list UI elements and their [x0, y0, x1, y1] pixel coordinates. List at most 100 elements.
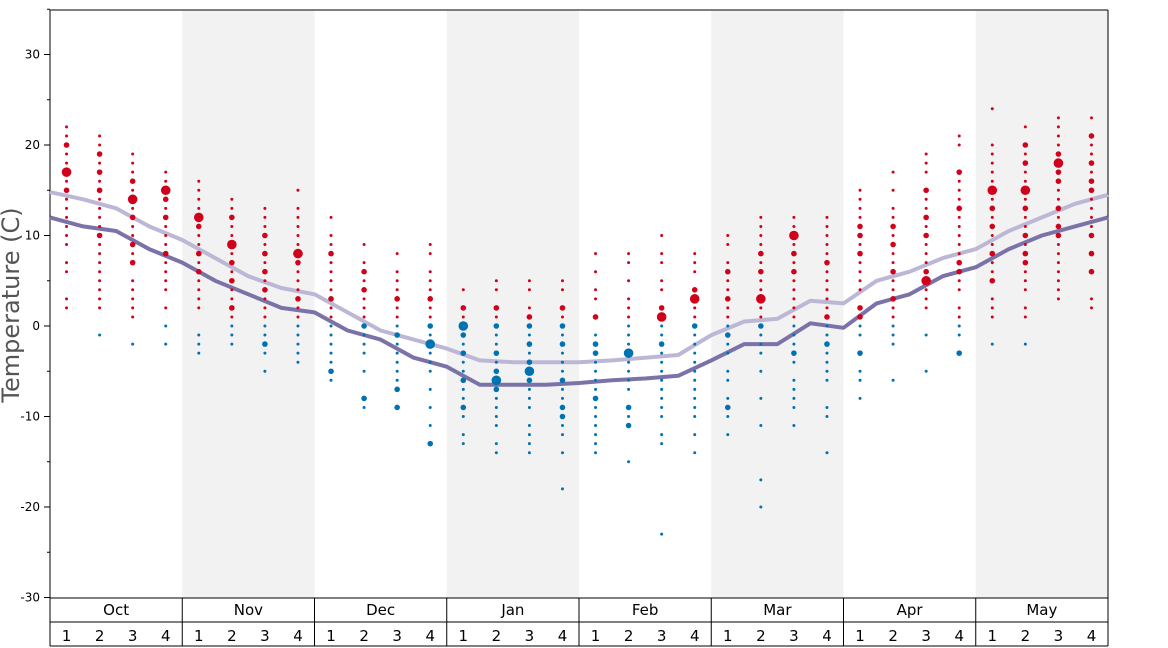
warm-point — [229, 214, 235, 221]
warm-point — [890, 223, 896, 230]
cold-point — [625, 422, 632, 429]
warm-point — [230, 288, 234, 292]
cold-point — [891, 324, 895, 328]
warm-point — [1089, 215, 1093, 219]
week-label: 2 — [888, 627, 898, 645]
warm-point — [362, 315, 366, 319]
warm-point — [1022, 259, 1029, 266]
warm-point — [263, 306, 267, 310]
cold-point — [197, 342, 201, 346]
warm-point — [296, 234, 300, 237]
warm-point — [1022, 232, 1029, 239]
cold-point — [460, 404, 467, 411]
warm-point — [131, 234, 135, 237]
warm-point — [923, 187, 929, 194]
warm-point — [195, 223, 202, 230]
cold-point — [361, 395, 367, 402]
warm-point — [858, 188, 862, 192]
warm-point — [98, 224, 102, 228]
week-label: 4 — [558, 627, 568, 645]
cold-point — [623, 348, 634, 358]
warm-point — [526, 314, 533, 320]
warm-point — [293, 248, 303, 259]
warm-point — [197, 243, 201, 247]
cold-point — [494, 415, 498, 418]
warm-point — [756, 294, 766, 304]
cold-point — [560, 351, 564, 355]
warm-point — [1023, 279, 1027, 283]
warm-point — [98, 143, 102, 147]
week-label: 1 — [591, 627, 601, 645]
cold-point — [726, 378, 730, 382]
cold-point — [493, 368, 500, 375]
warm-point — [957, 224, 961, 228]
cold-point — [858, 378, 862, 382]
warm-point — [61, 167, 72, 177]
cold-point — [825, 415, 829, 418]
warm-point — [1023, 152, 1027, 156]
week-label: 1 — [326, 627, 336, 645]
cold-point — [627, 324, 631, 328]
warm-point — [395, 315, 399, 319]
cold-point — [559, 323, 566, 329]
cold-point — [592, 350, 599, 356]
warm-point — [295, 296, 301, 302]
week-label: 4 — [1087, 627, 1097, 645]
warm-point — [789, 230, 799, 241]
warm-point — [296, 306, 300, 310]
warm-point — [1056, 188, 1060, 192]
warm-point — [825, 243, 829, 247]
warm-point — [957, 179, 961, 183]
warm-point — [160, 185, 171, 196]
cold-point — [858, 396, 862, 400]
warm-point — [660, 279, 664, 283]
cold-point — [494, 342, 498, 346]
week-label: 4 — [293, 627, 303, 645]
warm-point — [127, 194, 138, 205]
cold-point — [627, 378, 631, 382]
cold-point — [660, 433, 664, 437]
cold-point — [491, 375, 502, 386]
warm-point — [990, 143, 994, 147]
cold-point — [693, 333, 697, 337]
warm-point — [329, 270, 333, 274]
cold-point — [527, 333, 531, 337]
warm-point — [494, 279, 498, 283]
warm-point — [990, 152, 994, 156]
warm-point — [230, 206, 234, 210]
cold-point — [197, 333, 201, 337]
warm-point — [1022, 142, 1029, 148]
warm-point — [792, 315, 796, 319]
cold-point — [494, 333, 498, 337]
warm-point — [987, 185, 998, 196]
warm-point — [428, 270, 432, 274]
cold-point — [164, 324, 168, 328]
month-band — [446, 10, 579, 598]
week-label: 3 — [789, 627, 799, 645]
warm-point — [98, 215, 102, 219]
warm-point — [957, 143, 961, 147]
warm-point — [1056, 125, 1060, 129]
cold-point — [759, 351, 763, 355]
cold-point — [627, 360, 631, 364]
warm-point — [891, 306, 895, 310]
warm-point — [162, 196, 169, 203]
month-bands — [182, 10, 1108, 598]
cold-point — [427, 323, 434, 329]
warm-point — [329, 261, 333, 265]
warm-point — [230, 297, 234, 301]
warm-point — [65, 125, 69, 129]
warm-point — [825, 252, 829, 256]
cold-point — [296, 351, 300, 355]
cold-point — [792, 342, 796, 346]
cold-point — [825, 360, 829, 364]
warm-point — [924, 197, 928, 201]
warm-point — [990, 161, 994, 165]
cold-point — [758, 323, 764, 329]
warm-point — [131, 188, 135, 192]
warm-point — [262, 268, 268, 275]
warm-point — [295, 259, 301, 266]
warm-point — [656, 312, 667, 322]
warm-point — [361, 268, 367, 275]
warm-point — [1056, 197, 1060, 201]
